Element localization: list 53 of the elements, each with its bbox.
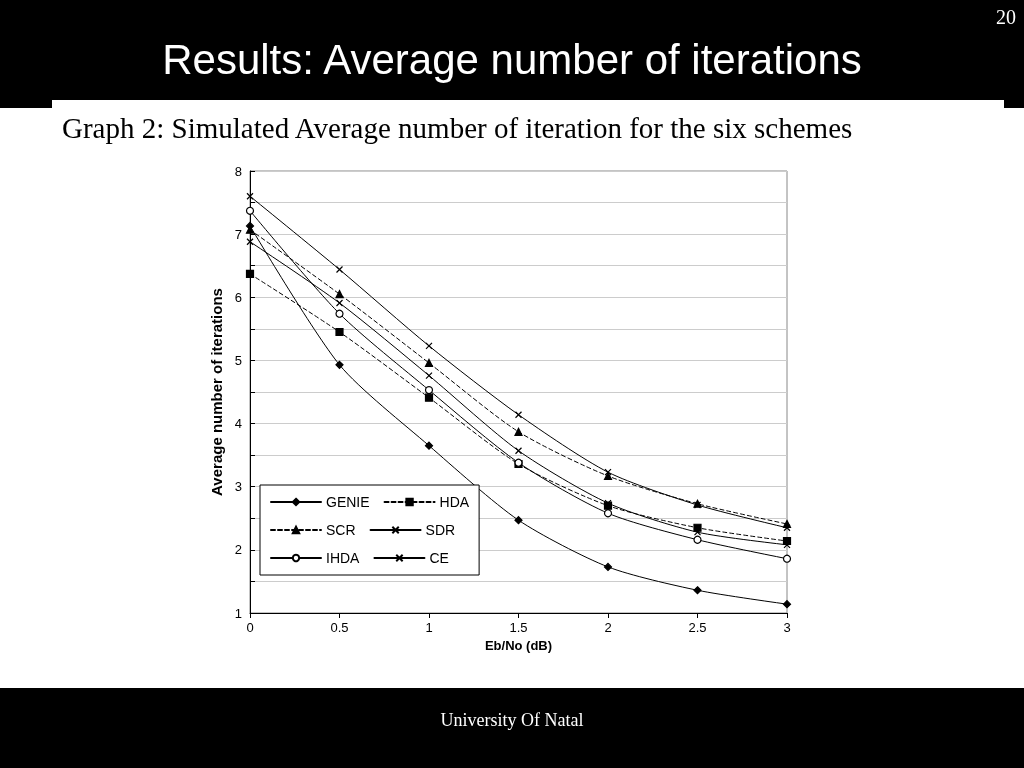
x-tick-label: 2.5 [688,620,707,635]
point [603,562,613,572]
text: University Of Natal [439,710,585,731]
point [514,516,523,525]
legend-label: HDA [439,494,470,510]
y-axis-title: Average number of iterations [207,288,225,496]
point [603,509,613,518]
point [335,327,344,337]
point [335,290,344,299]
x-tick-label: 1 [425,620,433,635]
y-tick-label: 2 [234,542,242,558]
point [335,299,344,307]
point [335,309,344,318]
x-tick-label: 1.5 [509,620,528,635]
point [424,393,434,402]
point [425,371,433,380]
x-tick-label: 3 [783,620,791,635]
y-tick-label: 4 [234,416,242,432]
legend-label: SCR [326,522,356,538]
point [245,206,255,215]
point [335,360,344,369]
point [246,238,254,246]
point [514,447,523,455]
point [693,535,702,544]
legend-label: CE [429,550,449,566]
point [245,269,255,279]
point [424,441,434,450]
y-tick-label: 6 [234,289,242,305]
point [425,342,433,350]
point [424,358,434,368]
point [246,192,254,200]
x-axis-title: Eb/No (dB) [484,637,553,653]
y-tick-label: 1 [234,605,242,621]
chart-title: Results: Average number of iterations [161,36,863,84]
legend-label: SDR [425,522,456,538]
point [514,427,523,436]
x-tick-label: 0 [246,620,254,635]
point [514,411,523,419]
point [782,600,792,609]
legend-label: GENIE [326,494,370,510]
x-tick-label: 2 [604,620,612,635]
chart-subtitle: Graph 2: Simulated Average number of iteration for the six schemes [52,100,1004,150]
y-tick-label: 7 [234,226,242,242]
point [424,386,434,395]
point [604,468,612,476]
x-tick-label: 0.5 [330,620,349,635]
y-tick-label: 8 [234,163,242,179]
y-tick-label: 3 [234,479,242,495]
point [782,554,792,563]
text: 20 [996,6,1016,29]
point [693,586,702,595]
y-tick-label: 5 [234,352,242,368]
legend-label: IHDA [326,550,361,566]
